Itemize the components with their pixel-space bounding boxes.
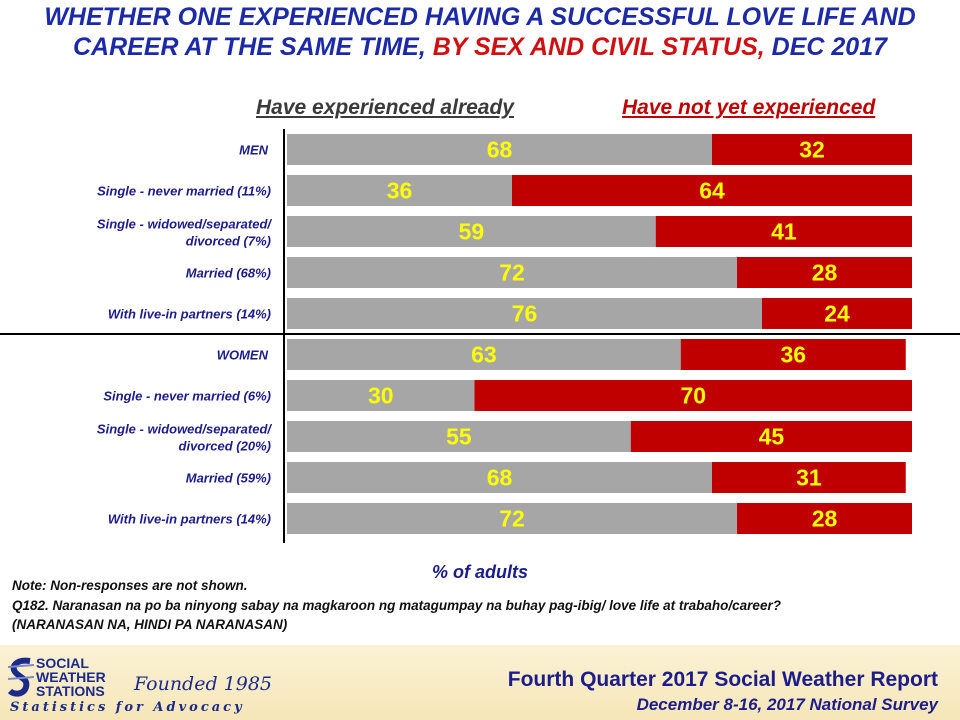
- bar-experienced: [287, 503, 737, 534]
- logo-text-weather: WEATHER: [36, 669, 106, 685]
- value-label-not-yet: 31: [796, 465, 822, 491]
- value-label-not-yet: 32: [799, 137, 825, 163]
- bar-not-yet: [680, 339, 906, 370]
- value-label-not-yet: 28: [812, 260, 838, 286]
- bar-experienced: [287, 134, 712, 165]
- category-label: WOMEN: [217, 348, 269, 363]
- value-label-experienced: 59: [459, 219, 485, 245]
- value-label-experienced: 72: [499, 506, 525, 532]
- title-line-1: WHETHER ONE EXPERIENCED HAVING A SUCCESS…: [44, 3, 916, 31]
- note-options: (NARANASAN NA, HINDI PA NARANASAN): [12, 617, 288, 632]
- value-label-not-yet: 28: [812, 506, 838, 532]
- logo-text-social: SOCIAL: [36, 655, 89, 671]
- category-label: Single - widowed/separated/divorced (7%): [97, 217, 272, 249]
- note-nonresponse: Note: Non-responses are not shown.: [12, 578, 248, 593]
- chart-title: WHETHER ONE EXPERIENCED HAVING A SUCCESS…: [0, 2, 960, 62]
- bar-experienced: [287, 257, 737, 288]
- title-line-2b: BY SEX AND CIVIL STATUS,: [432, 33, 765, 61]
- value-label-experienced: 68: [487, 137, 513, 163]
- category-label: Married (68%): [186, 266, 271, 281]
- value-label-experienced: 55: [446, 424, 472, 450]
- bar-not-yet: [712, 462, 906, 493]
- footer: SOCIAL WEATHER STATIONS Founded 1985 Sta…: [0, 645, 960, 720]
- x-axis-label: % of adults: [431, 562, 528, 582]
- stacked-bar-chart: 68 32 MEN 36 64 Single - never married (11%) 5…: [0, 129, 960, 543]
- bar-experienced: [287, 421, 631, 452]
- bar-not-yet: [737, 503, 912, 534]
- category-label: Single - never married (11%): [97, 184, 271, 199]
- bar-not-yet: [630, 421, 912, 452]
- bar-experienced: [287, 298, 762, 329]
- value-label-not-yet: 41: [771, 219, 797, 245]
- value-label-experienced: 30: [368, 383, 394, 409]
- value-label-not-yet: 24: [824, 301, 850, 327]
- sws-logo-icon: [7, 657, 35, 697]
- category-label: Single - never married (6%): [103, 389, 271, 404]
- bar-experienced: [287, 462, 712, 493]
- category-label: Single - widowed/separated/divorced (20%…: [97, 422, 272, 454]
- bar-experienced: [287, 175, 512, 206]
- bar-not-yet: [737, 257, 912, 288]
- note-question: Q182. Naranasan na po ba ninyong sabay n…: [12, 598, 781, 613]
- value-label-not-yet: 70: [680, 383, 706, 409]
- bar-not-yet: [512, 175, 912, 206]
- value-label-not-yet: 45: [759, 424, 785, 450]
- bar-experienced: [287, 216, 656, 247]
- value-label-not-yet: 36: [780, 342, 806, 368]
- bar-experienced: [287, 380, 475, 411]
- bar-experienced: [287, 339, 681, 370]
- value-label-not-yet: 64: [699, 178, 725, 204]
- legend-not-yet: Have not yet experienced: [622, 96, 876, 119]
- value-label-experienced: 68: [487, 465, 513, 491]
- tagline: Statistics for Advocacy: [10, 700, 245, 715]
- report-title: Fourth Quarter 2017 Social Weather Repor…: [507, 668, 938, 691]
- value-label-experienced: 36: [387, 178, 413, 204]
- logo-text-stations: STATIONS: [36, 683, 105, 699]
- bar-not-yet: [474, 380, 912, 411]
- category-label: With live-in partners (14%): [108, 512, 271, 527]
- legend-experienced: Have experienced already: [256, 96, 514, 119]
- value-label-experienced: 72: [499, 260, 525, 286]
- category-label: With live-in partners (14%): [108, 307, 271, 322]
- value-label-experienced: 76: [512, 301, 538, 327]
- value-label-experienced: 63: [471, 342, 497, 368]
- bar-not-yet: [655, 216, 912, 247]
- bar-not-yet: [712, 134, 912, 165]
- title-line-2c: DEC 2017: [764, 33, 888, 61]
- bar-not-yet: [762, 298, 912, 329]
- report-subtitle: December 8-16, 2017 National Survey: [636, 695, 938, 714]
- category-label: Married (59%): [186, 471, 271, 486]
- founded-text: Founded 1985: [134, 673, 273, 695]
- category-label: MEN: [239, 143, 269, 158]
- title-line-2a: CAREER AT THE SAME TIME,: [72, 33, 433, 61]
- title-line-2: CAREER AT THE SAME TIME, BY SEX AND CIVI…: [0, 32, 960, 62]
